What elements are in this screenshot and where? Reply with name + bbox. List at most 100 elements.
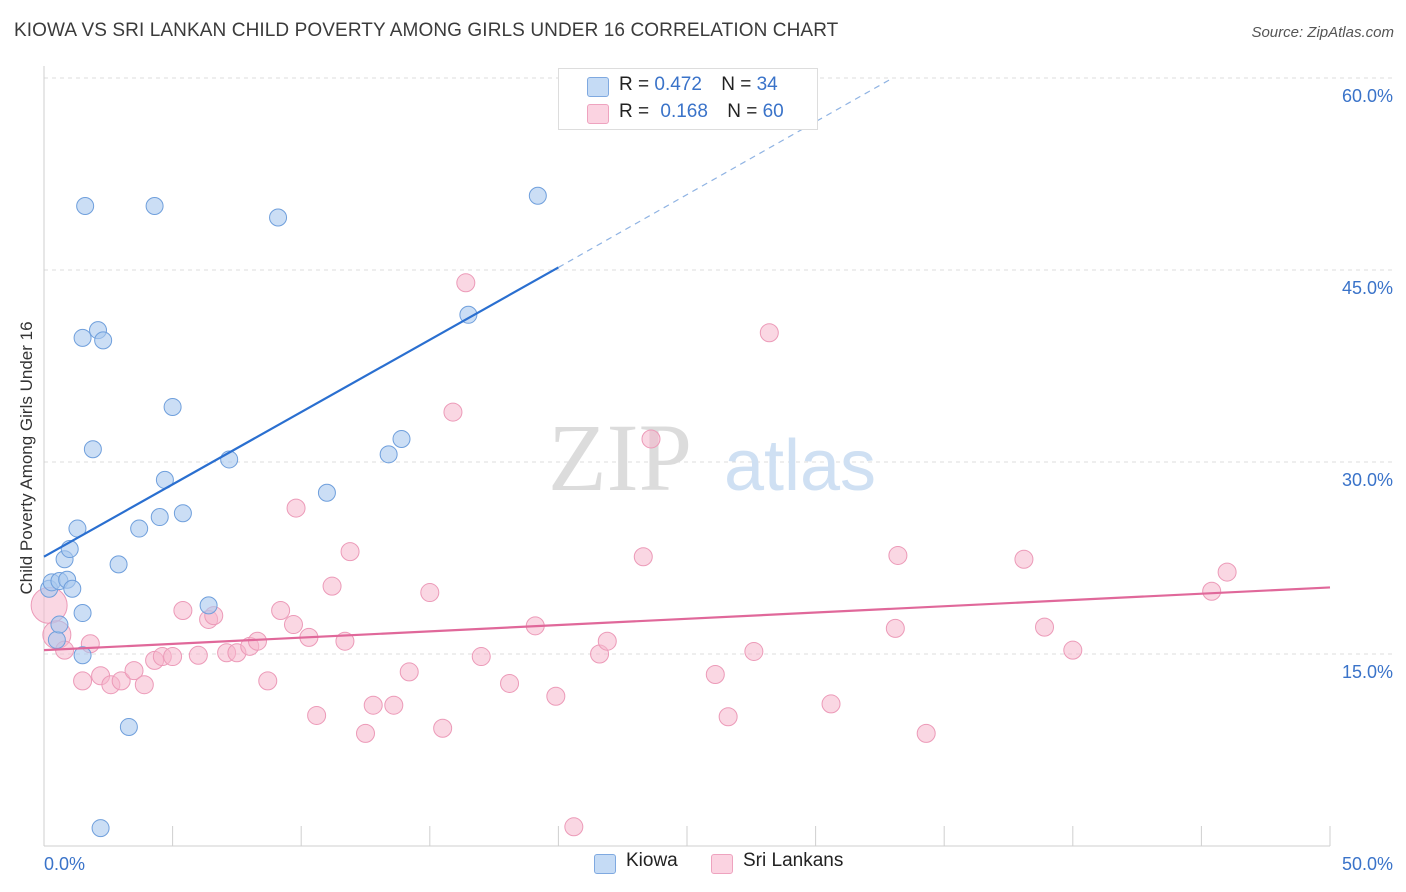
chart-title: KIOWA VS SRI LANKAN CHILD POVERTY AMONG … [14,20,839,41]
tick-labels: 15.0% 30.0% 45.0% 60.0% 0.0% 50.0% [44,86,1393,874]
srilankans-point [471,647,491,667]
srilankans-point [134,675,154,695]
kiowa-n-value: 34 [756,74,778,95]
kiowa-trend-extension [558,77,894,268]
srilankans-point [384,695,404,715]
srilankans-point [744,641,764,661]
kiowa-point [91,819,110,838]
srilankans-point [456,273,476,293]
srilankans-stats: R = 0.168 N = 60 [619,101,784,127]
srilankans-point [564,817,584,837]
bottom-legend-srilankans-swatch [711,854,733,874]
srilankans-point [247,631,267,651]
source-credit: Source: ZipAtlas.com [1251,24,1394,41]
srilankans-point [1202,581,1222,601]
srilankans-point [307,705,327,725]
kiowa-point [83,440,102,459]
srilankans-point [500,673,520,693]
srilankans-point [286,498,306,518]
srilankans-point [888,545,908,565]
kiowa-swatch [587,77,609,97]
kiowa-n-label: N = [721,74,752,95]
watermark: ZIP atlas [548,404,876,511]
srilankans-point [641,429,661,449]
srilankans-points [30,273,1237,837]
bottom-legend-kiowa: Kiowa [626,850,678,871]
srilankans-point [1014,549,1034,569]
srilankans-point [1063,640,1083,660]
srilankans-point [420,583,440,603]
kiowa-point [173,504,192,523]
kiowa-r-value: 0.472 [654,74,702,95]
kiowa-point [63,579,82,598]
kiowa-point [50,615,69,634]
kiowa-point [73,604,92,623]
srilankans-point [73,671,93,691]
kiowa-point [528,186,547,205]
kiowa-point [269,208,288,227]
kiowa-point [47,630,66,649]
srilankans-n-value: 60 [762,101,784,122]
srilankans-r-value: 0.168 [660,101,708,122]
kiowa-point [150,508,169,527]
srilankans-point [821,694,841,714]
y-tick-label: 60.0% [1342,86,1393,106]
srilankans-point [916,723,936,743]
kiowa-point [109,555,128,574]
srilankans-point [443,402,463,422]
srilankans-point [163,647,183,667]
srilankans-point [356,723,375,743]
x-tick-label-right: 50.0% [1342,854,1393,874]
kiowa-r-label: R = [619,74,650,95]
srilankans-point [718,707,738,727]
y-tick-label: 30.0% [1342,470,1393,490]
kiowa-point [145,197,164,215]
bottom-legend-srilankans: Sri Lankans [743,850,844,871]
bottom-legend-kiowa-swatch [594,854,616,874]
srilankans-point [885,618,905,638]
kiowa-point [94,331,113,350]
srilankans-point [111,671,131,691]
kiowa-point [459,305,478,324]
kiowa-point [73,646,92,665]
srilankans-point [546,686,566,706]
kiowa-point [73,328,92,347]
gridlines [44,77,1392,655]
srilankans-point [633,547,653,567]
kiowa-point [119,717,138,736]
srilankans-point [271,600,291,620]
srilankans-point [173,600,193,620]
srilankans-point [1035,617,1055,637]
kiowa-trend-line [43,266,559,558]
kiowa-stats: R = 0.472 N = 34 [619,74,778,100]
srilankans-r-label: R = [619,101,650,122]
kiowa-point [199,596,218,615]
kiowa-point [379,445,398,464]
srilankans-point [1217,562,1237,582]
y-tick-label: 15.0% [1342,662,1393,682]
kiowa-point [163,397,182,416]
srilankans-point [258,671,278,691]
srilankans-point [124,661,144,681]
x-tick-label-left: 0.0% [44,854,85,874]
srilankans-point [188,645,208,665]
srilankans-point [363,695,383,715]
kiowa-point [392,429,411,448]
kiowa-point [76,197,95,215]
srilankans-point [759,323,779,343]
kiowa-point [317,483,336,502]
srilankans-n-label: N = [727,101,758,122]
watermark-zip: ZIP [548,404,692,511]
srilankans-point [433,718,453,738]
y-tick-label: 45.0% [1342,278,1393,298]
srilankans-swatch [587,104,609,124]
kiowa-points [40,186,547,838]
axes [43,66,1331,847]
correlation-legend: R = 0.472 N = 34 R = 0.168 N = 60 [558,68,818,130]
srilankans-point [705,664,725,684]
srilankans-point [322,576,342,596]
watermark-atlas: atlas [724,426,876,506]
srilankans-trend-line [43,586,1331,652]
srilankans-point [340,542,360,562]
